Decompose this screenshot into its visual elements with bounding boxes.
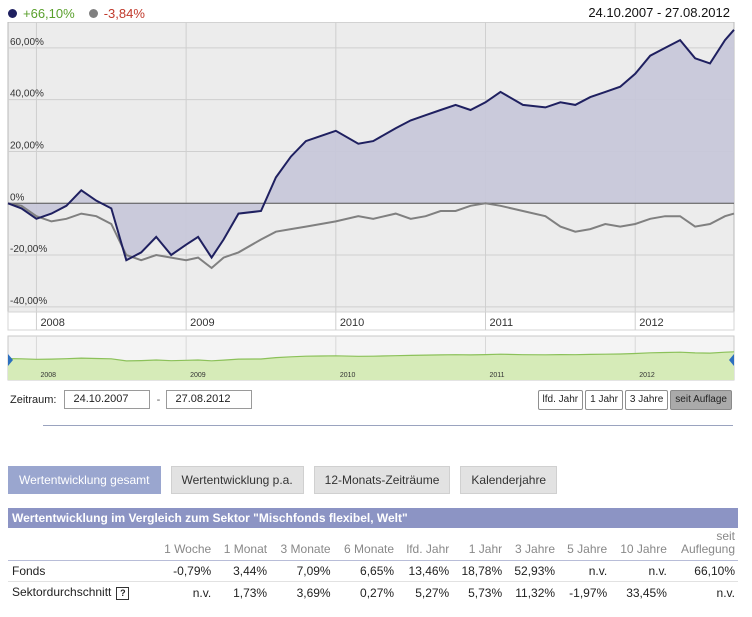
header-blank [8,529,154,561]
main-plot: 60,00% 40,00% 20,00% 0% -20,00% -40,00% 2008 20… [7,22,735,331]
header-auflegung: Auflegung [680,542,735,556]
table-cell: 66,10% [669,560,738,582]
table-cell: 3,44% [214,560,271,582]
navigator-tick-label: 2009 [190,372,206,379]
y-tick-label: 20,00% [10,140,44,151]
chart-legend: +66,10% -3,84% [8,4,145,22]
performance-table: 1 Woche 1 Monat 3 Monate 6 Monate lfd. J… [8,529,738,603]
row-name-sektordurchschnitt: Sektordurchschnitt? [8,581,154,603]
period-3-jahre-button[interactable]: 3 Jahre [624,390,669,410]
help-icon[interactable]: ? [116,587,130,600]
sector-legend-dot [88,8,98,18]
x-axis-band [7,311,735,331]
table-cell: n.v. [558,560,611,582]
period-buttons: lfd. Jahr 1 Jahr 3 Jahre seit Auflage [537,390,732,410]
header-6-monate: 6 Monate [344,542,395,556]
table-cell: 18,78% [452,560,506,582]
table-cell: 3,69% [270,581,334,603]
y-tick-label: 60,00% [10,37,44,48]
date-range-controls: Zeitraum: 24.10.2007 - 27.08.2012 [10,390,253,409]
navigator-tick-label: 2011 [490,372,505,379]
header-1-jahr: 1 Jahr [468,542,503,556]
table-title: Wertentwicklung im Vergleich zum Sektor … [8,508,738,528]
table-cell: 33,45% [610,581,670,603]
navigator-tick-label: 2012 [639,372,655,379]
x-tick-label: 2010 [340,317,364,329]
header-3-monate: 3 Monate [280,542,331,556]
table-cell: 11,32% [505,581,559,603]
table-cell: -0,79% [154,560,215,582]
header-lfd-jahr: lfd. Jahr [406,542,450,556]
y-tick-label: -20,00% [10,244,47,255]
fund-line [7,29,735,262]
tab-wertentwicklung-gesamt[interactable]: Wertentwicklung gesamt [8,466,161,494]
fund-area [8,29,734,261]
table-cell: n.v. [610,560,670,582]
period-lfd-jahr-button[interactable]: lfd. Jahr [537,390,584,410]
header-10-jahre: 10 Jahre [620,542,667,556]
performance-chart: 60,00%40,00%20,00%0%-20,00%-40,00%2008 20… [7,22,735,381]
header-1-woche: 1 Woche [164,542,212,556]
table-cell: 5,27% [397,581,453,603]
range-navigator[interactable]: 2008 2009 2010 2011 2012 [7,335,735,381]
date-from-input[interactable]: 24.10.2007 [64,390,151,409]
y-tick-label: 40,00% [10,89,44,100]
fund-performance-value: +66,10% [23,5,75,21]
table-cell: 6,65% [333,560,398,582]
date-to-input[interactable]: 27.08.2012 [166,390,253,409]
table-cell: n.v. [154,581,215,603]
fund-legend-dot [8,8,17,18]
header-1-monat: 1 Monat [223,542,268,556]
navigator-area [8,351,734,380]
y-tick-label: 0% [10,192,25,203]
table-cell: n.v. [669,581,738,603]
header-5-jahre: 5 Jahre [567,542,608,556]
tab-kalenderjahre[interactable]: Kalenderjahre [460,466,558,494]
x-tick-label: 2008 [40,317,64,329]
table-cell: 0,27% [333,581,398,603]
period-1-jahr-button[interactable]: 1 Jahr [585,390,623,410]
table-cell: 1,73% [214,581,271,603]
table-header-row: 1 Woche 1 Monat 3 Monate 6 Monate lfd. J… [8,529,738,561]
table-cell: 7,09% [270,560,334,582]
period-seit-auflage-button[interactable]: seit Auflage [670,390,732,410]
performance-tabs: Wertentwicklung gesamt Wertentwicklung p… [8,466,567,494]
table-cell: 5,73% [452,581,506,603]
divider [43,425,733,426]
navigator-tick-label: 2010 [340,372,356,379]
x-tick-label: 2012 [639,317,663,329]
table-row: Fonds -0,79% 3,44% 7,09% 6,65% 13,46% 18… [8,560,738,582]
tab-wertentwicklung-pa[interactable]: Wertentwicklung p.a. [170,466,304,494]
header-seit: seit [716,529,735,543]
sector-performance-value: -3,84% [103,5,145,21]
x-tick-label: 2009 [190,317,214,329]
y-tick-label: -40,00% [10,296,47,307]
navigator-line [7,351,735,362]
header-seit-auflegung: seit Auflegung [670,529,738,561]
table-cell: 52,93% [505,560,559,582]
navigator-left-handle[interactable] [8,354,13,366]
sektor-label: Sektordurchschnitt [12,585,112,599]
header-3-jahre: 3 Jahre [515,542,556,556]
table-cell: -1,97% [558,581,611,603]
date-separator: - [156,393,161,406]
row-name-fonds: Fonds [8,560,154,582]
zeitraum-label: Zeitraum: [10,393,57,406]
table-row: Sektordurchschnitt? n.v. 1,73% 3,69% 0,2… [8,581,738,603]
navigator-right-handle[interactable] [729,354,734,366]
tab-12-monats-zeitraeume[interactable]: 12-Monats-Zeiträume [313,466,451,494]
x-tick-label: 2011 [490,317,514,329]
navigator-tick-label: 2008 [40,372,56,379]
date-range-label: 24.10.2007 - 27.08.2012 [588,5,730,20]
table-cell: 13,46% [397,560,453,582]
